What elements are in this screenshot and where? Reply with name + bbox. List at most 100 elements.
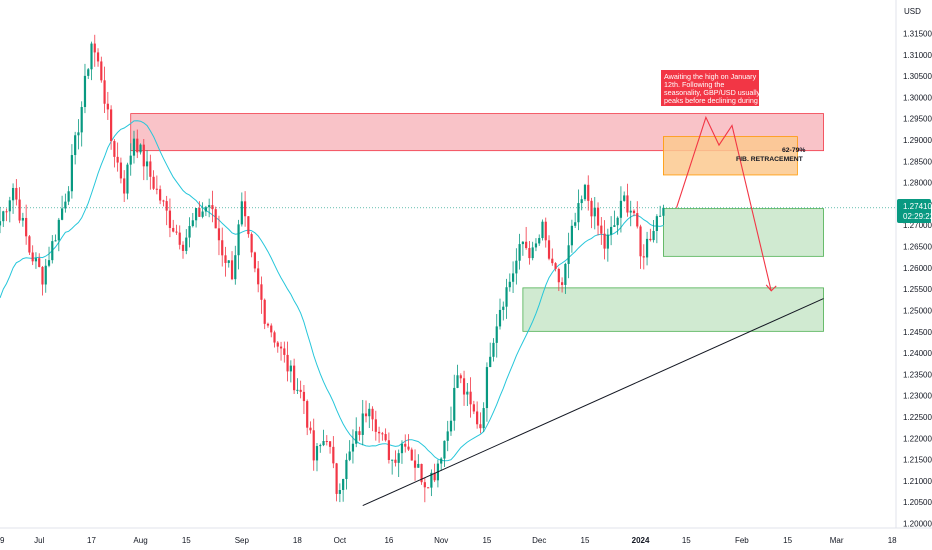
candle: [642, 244, 645, 270]
candle: [286, 341, 289, 382]
price-tag: 1.27410 02:29:22: [897, 199, 932, 223]
candle: [358, 426, 361, 441]
fib-zone[interactable]: [663, 136, 798, 176]
candle: [387, 432, 390, 464]
candle: [38, 253, 41, 268]
candle: [528, 241, 531, 265]
candle: [345, 453, 348, 490]
candle: [322, 429, 325, 447]
candle: [260, 276, 263, 314]
candle: [21, 212, 24, 227]
candle: [649, 228, 652, 242]
candle: [315, 443, 319, 472]
candle: [93, 34, 96, 67]
candle: [54, 234, 57, 242]
y-tick-label: 1.25000: [903, 306, 932, 315]
x-tick-label: 15: [482, 536, 491, 545]
candle: [34, 252, 38, 269]
candle: [67, 186, 70, 206]
candle: [384, 428, 387, 442]
candle: [544, 217, 547, 248]
y-tick-label: 1.31000: [903, 51, 932, 60]
candle: [364, 400, 368, 423]
y-tick-label: 1.28000: [903, 179, 932, 188]
candle: [495, 314, 498, 358]
y-tick-label: 1.29500: [903, 115, 932, 124]
candle: [165, 195, 168, 226]
candle: [374, 410, 377, 441]
candle: [394, 450, 397, 467]
candle: [273, 330, 276, 348]
candle: [145, 150, 149, 181]
candle: [325, 435, 328, 446]
candle: [655, 214, 658, 244]
projection-path[interactable]: [675, 115, 772, 292]
candle: [126, 162, 129, 200]
support-zone-upper[interactable]: [663, 208, 824, 257]
x-tick-label: 19: [0, 536, 5, 545]
candle: [508, 273, 511, 292]
candle: [590, 197, 593, 229]
candle: [645, 231, 649, 266]
candle: [100, 56, 103, 83]
candle: [338, 483, 341, 503]
candle: [103, 66, 106, 113]
candle: [139, 143, 142, 155]
candle: [178, 225, 181, 250]
y-tick-label: 1.28500: [903, 157, 932, 166]
y-tick-label: 1.21500: [903, 456, 932, 465]
candle: [570, 219, 573, 253]
y-tick-label: 1.29000: [903, 136, 932, 145]
candle: [479, 412, 482, 434]
candle: [116, 142, 119, 172]
candle: [636, 201, 639, 229]
candle: [270, 323, 273, 338]
candle: [8, 196, 11, 223]
candle: [619, 186, 623, 233]
candle: [80, 101, 83, 147]
candle: [462, 370, 466, 406]
candle: [652, 220, 655, 243]
candle: [253, 251, 257, 273]
candle: [96, 48, 100, 67]
candle: [77, 119, 80, 150]
candle: [208, 198, 211, 218]
candle: [0, 206, 2, 234]
candle: [368, 403, 371, 429]
support-trendline[interactable]: [362, 298, 824, 507]
candle: [257, 261, 260, 293]
candle: [459, 373, 462, 384]
price-tag-countdown: 02:29:22: [903, 212, 932, 221]
y-tick-label: 1.21000: [903, 477, 932, 486]
x-tick-label: 2024: [632, 536, 650, 545]
support-zone-lower[interactable]: [522, 287, 824, 332]
candle: [201, 202, 204, 219]
candle: [397, 449, 400, 477]
x-tick-label: 16: [384, 536, 393, 545]
candle: [266, 322, 270, 328]
y-tick-label: 1.22500: [903, 413, 932, 422]
candle: [348, 440, 351, 462]
candle: [296, 378, 299, 395]
candle: [175, 224, 178, 235]
candle: [5, 208, 8, 222]
candle: [453, 374, 456, 431]
candle: [355, 417, 358, 448]
x-tick-label: 15: [581, 536, 590, 545]
candle: [87, 68, 90, 80]
candle: [639, 224, 642, 269]
candle: [51, 235, 54, 264]
candle: [185, 229, 188, 255]
x-tick-label: 15: [182, 536, 191, 545]
candle: [577, 189, 580, 231]
candle: [567, 232, 570, 279]
y-tick-label: 1.31500: [903, 30, 932, 39]
candle: [188, 217, 191, 248]
y-tick-label: 1.24000: [903, 349, 932, 358]
candle: [306, 399, 309, 436]
candle: [83, 63, 87, 114]
candle: [191, 212, 194, 228]
annotation-text: Awaiting the high on January 12th. Follo…: [664, 72, 762, 105]
y-tick-label: 1.30500: [903, 72, 932, 81]
